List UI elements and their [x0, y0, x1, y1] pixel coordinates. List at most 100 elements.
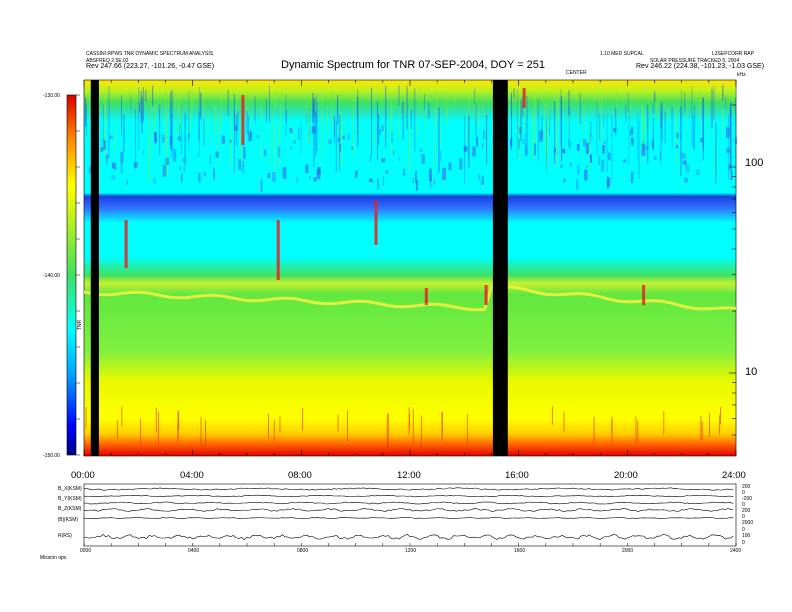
texture-streak — [233, 118, 235, 139]
texture-streak — [334, 116, 335, 137]
mag-label-bmag: |B|(KSM) — [58, 517, 79, 523]
mag-trace — [83, 508, 734, 512]
texture-streak — [419, 86, 421, 120]
texture-speckle — [622, 159, 627, 163]
mag-right-tick-4a: 2000 — [742, 520, 754, 526]
texture-speckle — [106, 154, 110, 159]
texture-speckle — [277, 146, 281, 158]
mag-right-tick-3b: 0 — [742, 514, 745, 520]
texture-streak — [155, 104, 157, 139]
texture-streak — [180, 104, 182, 131]
texture-streak — [676, 106, 678, 168]
mag-x-tick-1200: 1200 — [405, 548, 417, 554]
colorbar-label: TNR — [77, 319, 84, 331]
texture-streak — [385, 85, 387, 148]
texture-speckle — [560, 164, 564, 168]
texture-streak — [269, 116, 271, 166]
texture-speckle — [569, 162, 572, 167]
texture-speckle — [272, 172, 276, 182]
texture-speckle — [298, 127, 300, 141]
texture-streak — [616, 89, 618, 118]
texture-streak — [138, 87, 139, 109]
texture-streak — [579, 93, 581, 125]
texture-streak — [305, 112, 307, 125]
texture-speckle — [433, 178, 435, 185]
texture-speckle — [562, 148, 566, 154]
texture-speckle — [221, 135, 225, 144]
magnetometer-panel — [83, 483, 737, 547]
texture-speckle — [381, 125, 384, 132]
texture-streak — [546, 123, 548, 171]
texture-speckle — [685, 164, 690, 173]
texture-speckle — [442, 168, 446, 180]
texture-streak — [615, 107, 617, 136]
texture-streak — [561, 96, 562, 162]
texture-speckle — [476, 136, 479, 147]
texture-streak — [198, 112, 200, 140]
khz-unit-label: kHz — [737, 72, 746, 78]
texture-speckle — [696, 169, 700, 176]
texture-streak — [474, 89, 475, 103]
texture-streak — [434, 106, 436, 171]
texture-speckle — [313, 177, 317, 182]
texture-streak — [560, 89, 562, 146]
texture-speckle — [347, 134, 350, 140]
texture-streak — [686, 103, 688, 165]
header-info-right-2: SOLAR PRESSURE TRACKED 5, 2004 — [650, 58, 740, 64]
texture-streak — [151, 103, 153, 159]
texture-streak — [697, 91, 699, 119]
texture-streak — [735, 85, 737, 97]
base-streak — [177, 422, 179, 443]
texture-speckle — [342, 135, 345, 140]
texture-streak — [582, 104, 584, 145]
header-info-left-2: ABSFREQ 2.5E.02 — [86, 58, 129, 64]
data-gap — [492, 80, 508, 456]
texture-streak — [541, 116, 543, 139]
texture-streak — [315, 94, 317, 122]
texture-speckle — [726, 127, 730, 138]
texture-speckle — [583, 139, 587, 147]
mag-label-r: R(RS) — [58, 533, 72, 539]
texture-speckle — [603, 140, 606, 144]
texture-speckle — [509, 138, 513, 147]
texture-speckle — [379, 129, 381, 135]
texture-speckle — [482, 130, 486, 139]
texture-speckle — [182, 158, 186, 162]
texture-speckle — [369, 154, 372, 163]
texture-speckle — [415, 170, 417, 184]
mag-label-bx: B_X(KSM) — [58, 486, 82, 492]
mag-x-tick-0000: 0000 — [80, 548, 92, 554]
texture-streak — [300, 122, 302, 156]
x-tick-1200: 12:00 — [397, 470, 421, 481]
base-streak — [155, 407, 157, 433]
texture-speckle — [249, 130, 251, 142]
y-tick-10: 10 — [745, 366, 758, 378]
texture-speckle — [421, 154, 425, 164]
texture-streak — [191, 85, 193, 133]
texture-streak — [165, 116, 167, 181]
base-streak — [205, 420, 206, 454]
texture-streak — [479, 111, 481, 129]
texture-streak — [664, 111, 666, 144]
texture-streak — [439, 120, 441, 146]
mag-label-by: B_Y(KSM) — [58, 496, 82, 502]
texture-speckle — [398, 157, 401, 162]
texture-streak — [599, 113, 601, 140]
texture-speckle — [600, 159, 605, 172]
texture-streak — [373, 123, 375, 145]
texture-streak — [554, 100, 556, 164]
texture-streak — [265, 98, 267, 123]
texture-speckle — [700, 137, 704, 143]
texture-speckle — [641, 144, 646, 156]
texture-streak — [474, 104, 476, 122]
texture-streak — [220, 94, 222, 130]
texture-streak — [235, 106, 237, 137]
emission-burst — [241, 95, 245, 145]
base-streak — [157, 411, 159, 446]
base-streak — [663, 411, 665, 435]
mag-x-tick-2000: 2000 — [622, 548, 634, 554]
texture-streak — [596, 102, 598, 155]
texture-streak — [167, 114, 168, 176]
texture-speckle — [684, 177, 688, 183]
texture-streak — [104, 93, 106, 159]
